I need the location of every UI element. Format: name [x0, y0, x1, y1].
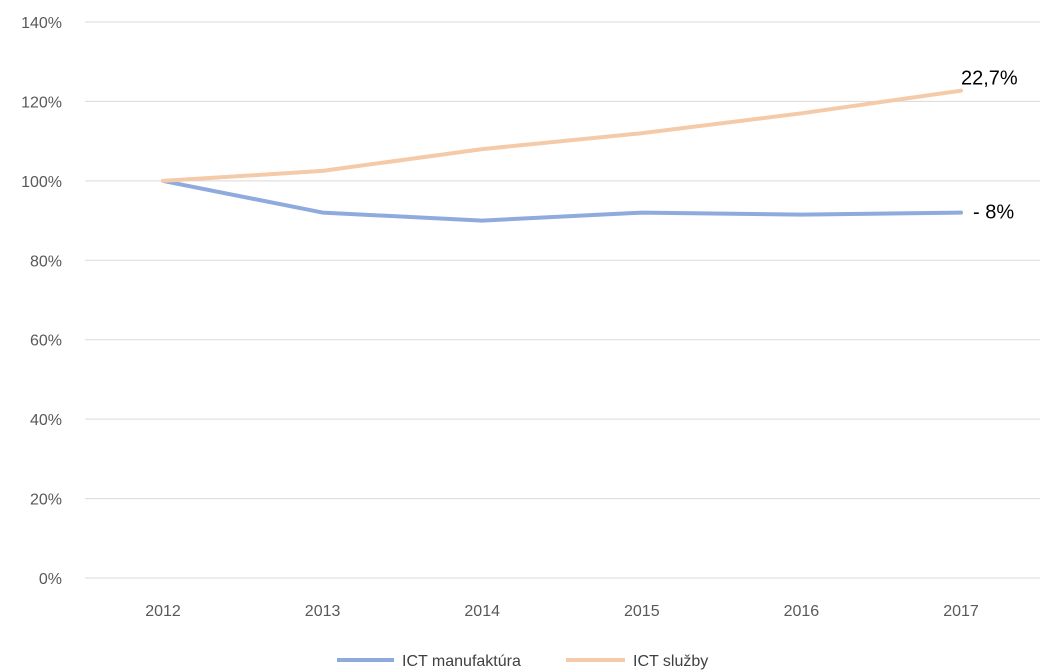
x-axis-tick-labels: 2012 2013 2014 2015 2016 2017	[145, 603, 979, 620]
legend-label: ICT manufaktúra	[402, 653, 521, 670]
y-tick-label: 140%	[21, 15, 62, 32]
x-tick-label: 2016	[784, 603, 820, 620]
gridlines	[85, 21, 1040, 579]
y-tick-label: 80%	[30, 253, 62, 270]
series-line-ict-sluzby	[161, 88, 963, 183]
y-axis-tick-labels: 0% 20% 40% 60% 80% 100% 120% 140%	[21, 15, 62, 588]
x-tick-label: 2015	[624, 603, 660, 620]
annotations: 22,7% - 8%	[961, 68, 1018, 224]
y-tick-label: 20%	[30, 492, 62, 509]
x-tick-label: 2014	[464, 603, 500, 620]
y-tick-label: 60%	[30, 333, 62, 350]
y-tick-label: 120%	[21, 94, 62, 111]
series-line-ict-manufaktura	[161, 178, 963, 223]
series-end-label: - 8%	[973, 202, 1014, 224]
y-tick-label: 40%	[30, 412, 62, 429]
x-tick-label: 2012	[145, 603, 181, 620]
legend: ICT manufaktúra ICT služby	[337, 653, 708, 670]
x-tick-label: 2013	[305, 603, 341, 620]
y-tick-label: 0%	[39, 571, 62, 588]
y-tick-label: 100%	[21, 174, 62, 191]
legend-label: ICT služby	[633, 653, 708, 670]
series-lines	[161, 88, 963, 223]
x-tick-label: 2017	[943, 603, 979, 620]
series-end-label: 22,7%	[961, 68, 1018, 90]
